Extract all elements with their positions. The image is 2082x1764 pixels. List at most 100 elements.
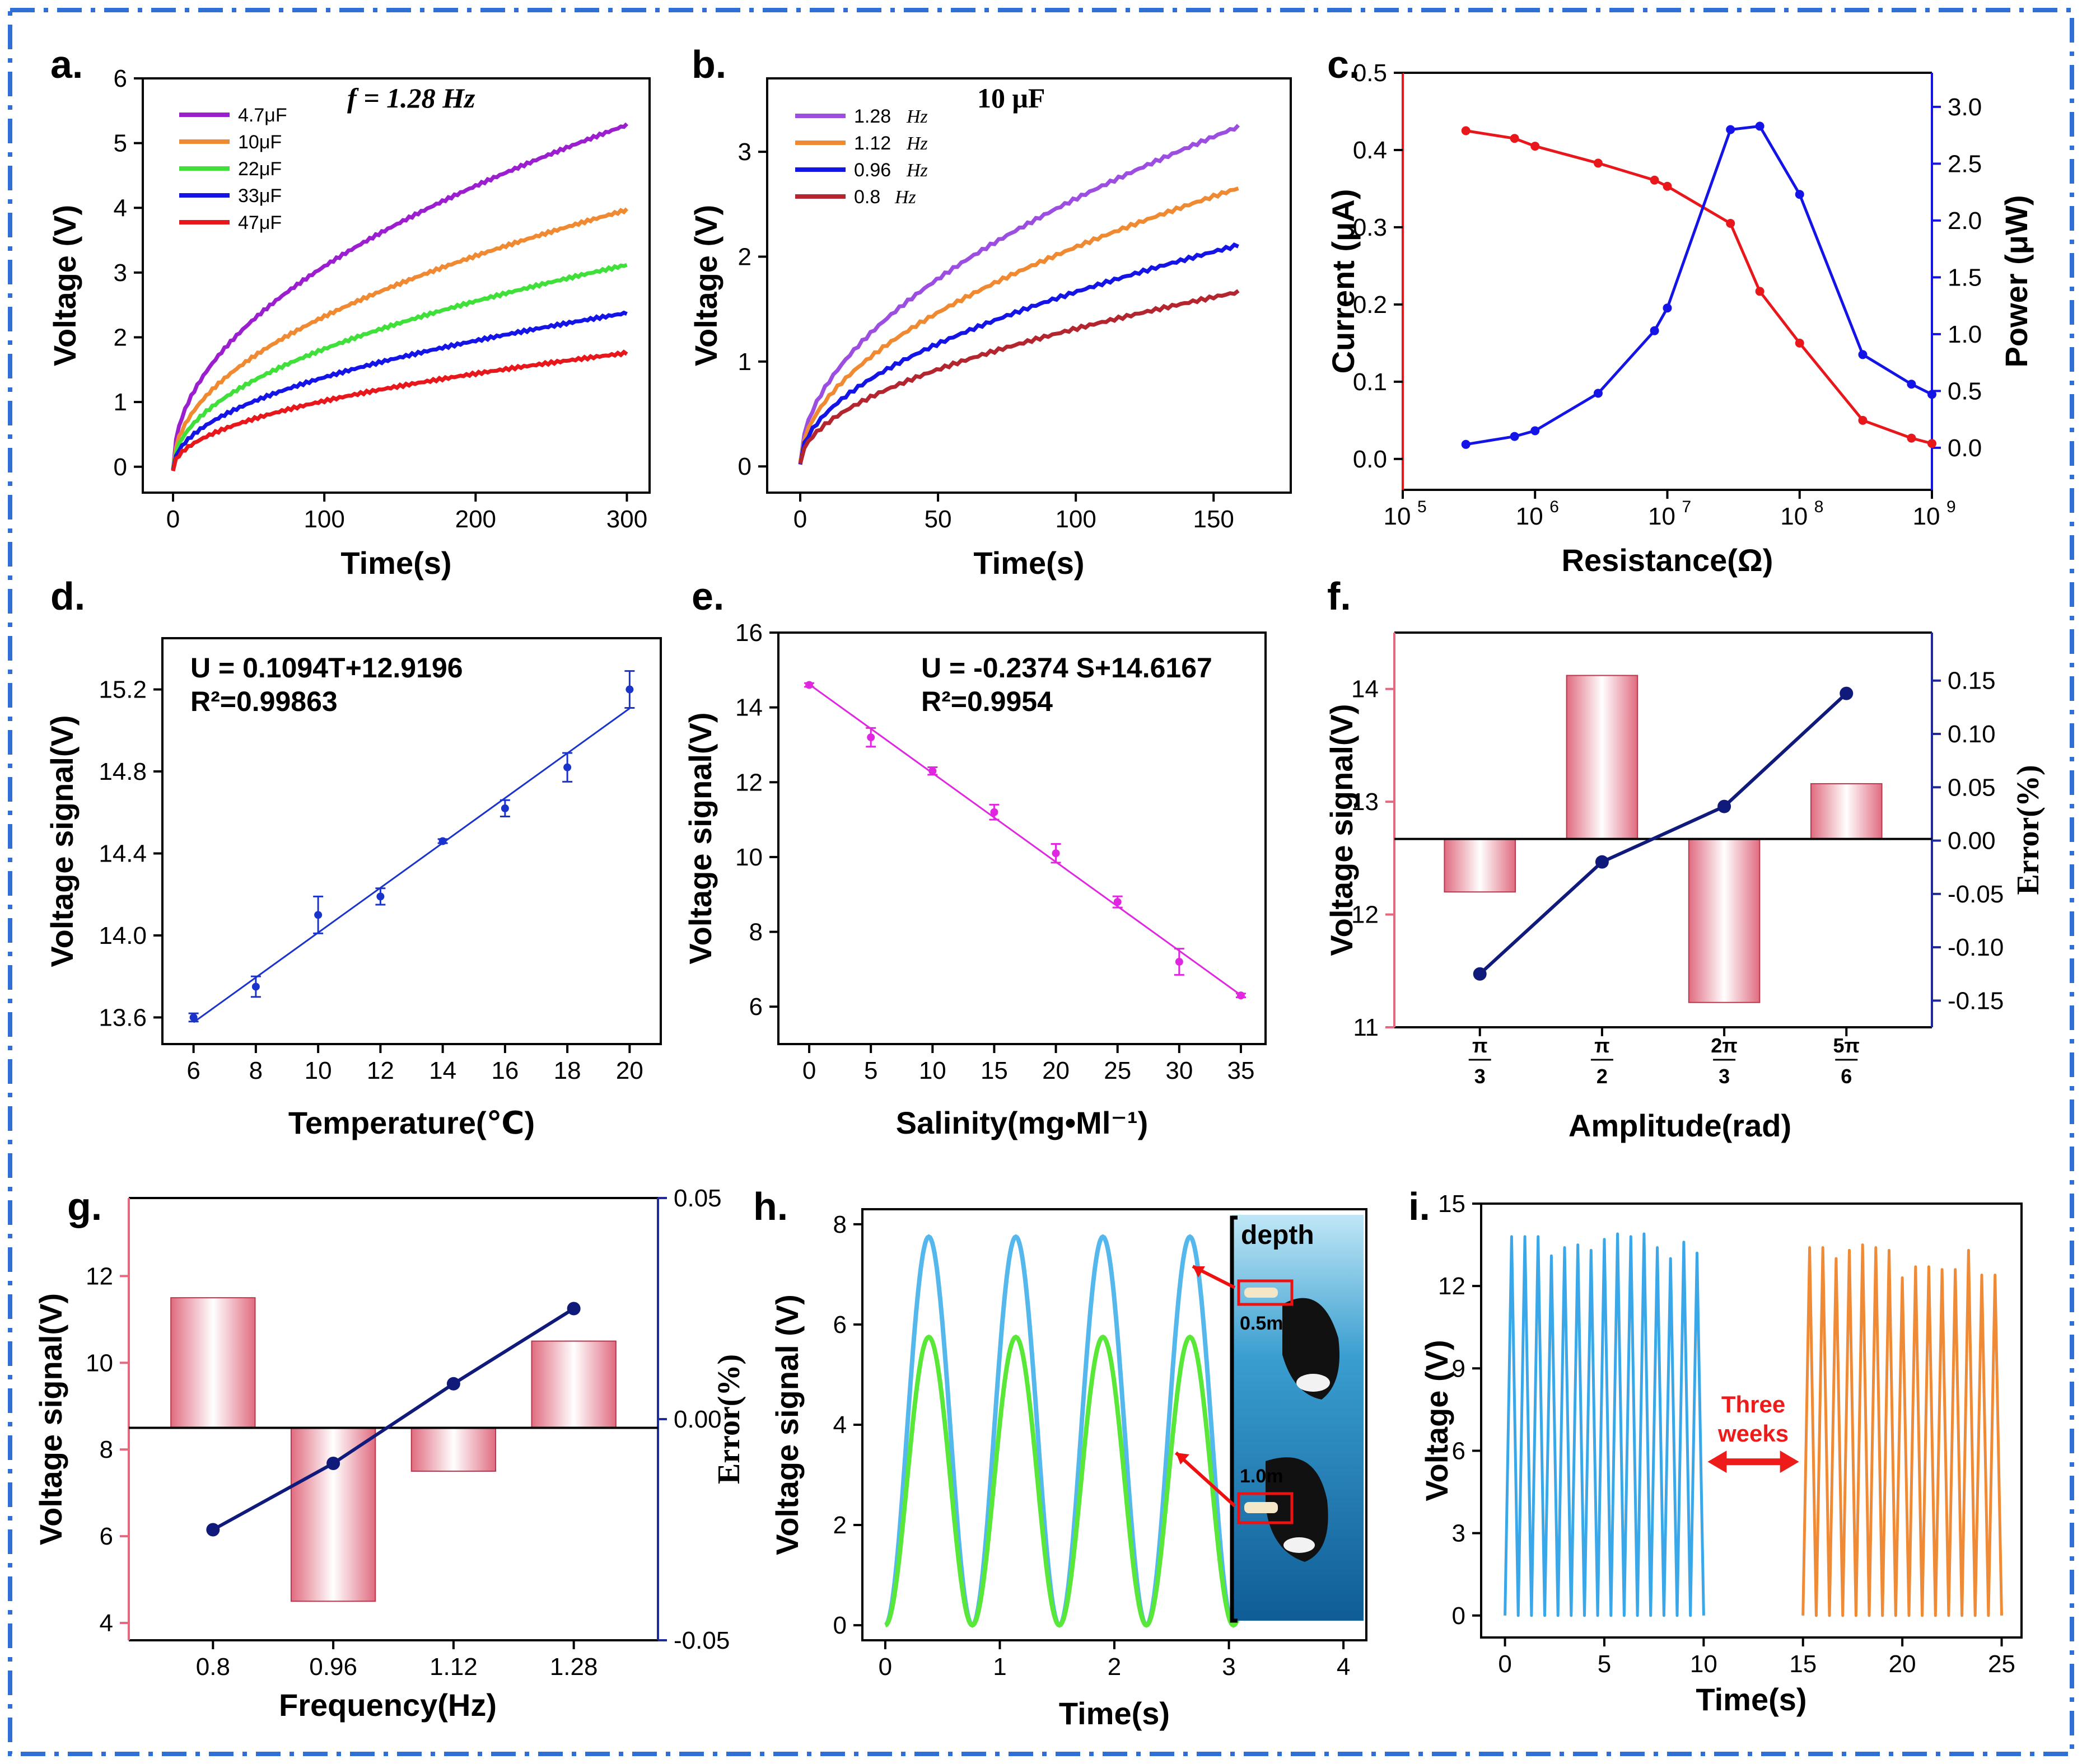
d-point-5 [501,804,509,812]
i-ytick-1: 3 [1452,1520,1465,1547]
c-current-point-4 [1650,175,1659,185]
panel-label-f: f. [1327,574,1351,618]
a-ytick-6: 6 [114,65,127,92]
c-xtick-1: 10 [1516,503,1543,530]
i-ytick-5: 15 [1438,1190,1465,1218]
plot-frame [766,77,1292,494]
f-xtick-num-3: 5π [1833,1034,1860,1057]
g-bar-3 [531,1340,617,1429]
d-ytick-2: 14.4 [99,840,147,867]
h-arrow-1-head [1193,1266,1205,1278]
i-gap-arrow-left [1707,1450,1727,1473]
h-xtick-1: 1 [993,1653,1006,1681]
c-xtick-exp-0: 5 [1417,498,1427,516]
d-ytick-0: 13.6 [99,1004,147,1031]
i-ylabel: Voltage (V) [1419,1340,1454,1501]
g-xtick-2: 1.12 [430,1653,478,1681]
d-ylabel: Voltage signal(V) [44,715,80,967]
h-device-box-2 [1237,1492,1294,1524]
c-xtick-3: 10 [1780,503,1808,530]
e-point-0 [805,681,814,689]
f-ytick2-4: 0.05 [1948,774,1996,801]
f-error-point-3 [1840,686,1854,700]
h-ytick-3: 6 [833,1311,847,1339]
f-error-point-0 [1473,967,1487,981]
e-xtick-7: 35 [1227,1057,1254,1084]
f-bar-1 [1566,675,1638,840]
c-ylabel: Current (μA) [1325,189,1361,374]
panel-label-g: g. [67,1185,102,1228]
i-gap-label-1: Three [1721,1391,1785,1417]
c-ytick2-4: 2.0 [1948,207,1982,235]
h-mark-1: 0.5m [1240,1313,1283,1334]
d-point-7 [625,685,634,694]
panel-label-c: c. [1327,43,1360,86]
g-ytick-2: 8 [100,1436,113,1463]
e-ytick-4: 14 [735,694,763,722]
e-xtick-6: 30 [1165,1057,1193,1084]
c-ytick-1: 0.1 [1353,368,1387,396]
e-ytick-2: 10 [735,844,763,871]
a-ytick-0: 0 [114,453,127,481]
f-error-line [1478,692,1848,975]
a-ytick-4: 4 [114,194,127,222]
c-ytick2-6: 3.0 [1948,93,1982,121]
b-series-3 [798,289,1240,465]
d-xtick-3: 12 [367,1057,394,1084]
f-ytick-1: 12 [1351,901,1379,929]
d-xlabel: Temperature(℃) [288,1105,535,1140]
i-xtick-1: 5 [1598,1650,1611,1678]
f-ytick2-3: 0.00 [1948,827,1996,855]
h-orca-upper [1282,1298,1339,1400]
plot-frame [777,631,1267,1045]
i-ytick-0: 0 [1452,1602,1465,1630]
c-power-point-9 [1858,350,1868,359]
b-series-1 [798,186,1239,462]
f-xtick-den-1: 2 [1596,1065,1608,1088]
c-power-point-10 [1907,380,1916,389]
f-ytick-0: 11 [1353,1014,1379,1041]
b-series-2 [798,242,1239,465]
a-xtick-1: 100 [304,506,344,533]
b-xtick-2: 100 [1055,506,1096,533]
f-xlabel: Amplitude(rad) [1568,1108,1791,1143]
h-device-box-1 [1237,1279,1294,1306]
e-xtick-4: 20 [1042,1057,1070,1084]
c-ytick2-1: 0.5 [1948,377,1982,405]
g-error-point-1 [326,1457,340,1470]
c-ytick-4: 0.4 [1353,137,1387,164]
c-xtick-exp-4: 9 [1946,498,1956,516]
h-ytick-2: 4 [833,1411,847,1439]
e-fit-line [809,684,1241,996]
c-ytick2-2: 1.0 [1948,321,1982,348]
g-ytick-4: 12 [86,1262,113,1290]
g-error-point-0 [206,1523,220,1537]
g-error-line [212,1307,575,1532]
g-bar-0 [170,1297,256,1429]
c-xtick-exp-3: 8 [1814,498,1824,516]
c-ytick2-0: 0.0 [1948,434,1982,462]
e-point-3 [990,808,998,816]
d-xtick-4: 14 [429,1057,456,1084]
e-ytick-1: 8 [749,919,763,946]
c-current-point-8 [1795,338,1804,348]
e-r2: R²=0.9954 [921,686,1053,717]
c-ytick2-3: 1.5 [1948,264,1982,291]
i-xtick-0: 0 [1498,1650,1511,1678]
a-ytick-2: 2 [114,324,127,352]
e-point-5 [1113,898,1122,906]
a-series-2 [171,263,628,470]
b-legend-unit-0: Hz [906,106,928,127]
h-ylabel: Voltage signal (V) [769,1294,805,1555]
c-ytick-2: 0.2 [1353,291,1387,319]
f-ylabel2: Error(%) [2011,765,2046,895]
panel-label-a: a. [50,43,83,86]
e-ytick-5: 16 [735,619,763,647]
g-error-point-3 [567,1302,581,1316]
f-error-point-1 [1595,855,1609,869]
a-legend-label-1: 10μF [238,132,282,153]
a-ylabel: Voltage (V) [47,205,82,366]
c-power-point-3 [1593,389,1603,398]
h-inset-title: depth [1241,1220,1314,1250]
